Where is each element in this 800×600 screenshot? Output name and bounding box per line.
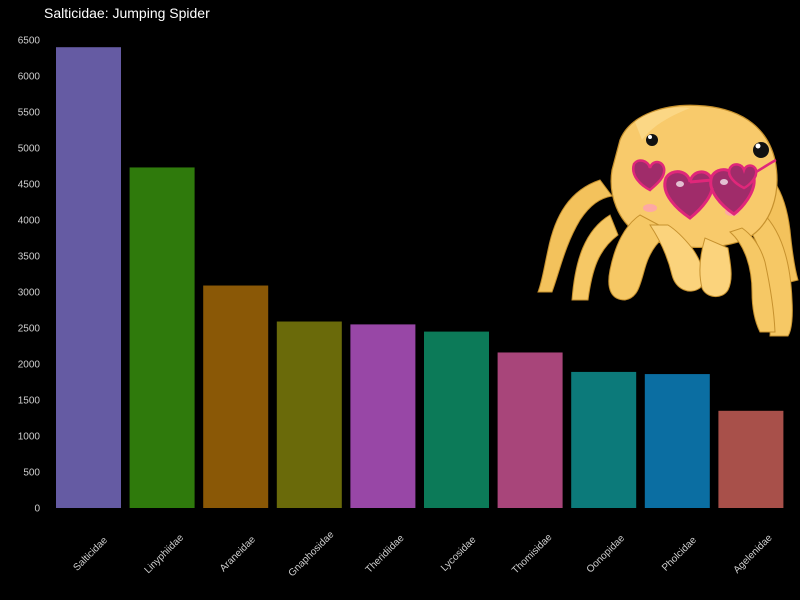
jumping-spider-with-heart-sunglasses-icon [537, 104, 799, 337]
bar-theridiidae [350, 324, 416, 508]
y-tick-label: 4000 [18, 216, 41, 227]
x-axis: Salticidae Linyphiidae Araneidae Gnaphosida… [72, 529, 776, 579]
bar-thomisidae [497, 352, 563, 508]
y-tick-label: 5500 [18, 108, 41, 119]
y-tick-label: 2500 [18, 324, 41, 335]
y-tick-label: 4500 [18, 180, 41, 191]
x-tick-label: Araneidae [218, 534, 258, 574]
x-tick-label: Lycosidae [439, 534, 479, 574]
bar-oonopidae [571, 371, 637, 508]
bar-araneidae [203, 285, 269, 508]
x-tick-label: Gnaphosidae [287, 529, 337, 579]
x-tick-label: Salticidae [72, 535, 111, 574]
y-axis: 0 500 1000 1500 2000 2500 3000 3500 4000 4500 5000… [18, 36, 41, 515]
bar-linyphiidae [129, 167, 195, 508]
chart-title: Salticidae: Jumping Spider [44, 5, 210, 21]
bar-salticidae [56, 47, 121, 508]
y-tick-label: 1500 [18, 396, 41, 407]
x-tick-label: Pholcidae [660, 535, 699, 574]
x-tick-label: Theridiidae [364, 533, 407, 576]
bar-gnaphosidae [276, 321, 342, 508]
y-tick-label: 3000 [18, 288, 41, 299]
bar-lycosidae [424, 331, 489, 508]
y-tick-label: 1000 [18, 432, 41, 443]
x-tick-label: Thomisidae [510, 532, 555, 577]
heart-sunglasses-icon [631, 158, 777, 220]
y-tick-label: 3500 [18, 252, 41, 263]
x-tick-label: Oonopidae [585, 533, 628, 576]
y-tick-label: 0 [34, 504, 40, 515]
y-tick-label: 6500 [18, 36, 41, 47]
bar-agelenidae [718, 410, 784, 508]
x-tick-label: Linyphiidae [143, 532, 187, 576]
y-tick-label: 5000 [18, 144, 41, 155]
y-tick-label: 2000 [18, 360, 41, 371]
x-tick-label: Agelenidae [732, 532, 775, 575]
y-tick-label: 6000 [18, 72, 41, 83]
bar-pholcidae [644, 374, 710, 508]
bar-series [56, 47, 784, 508]
y-tick-label: 500 [23, 468, 40, 479]
